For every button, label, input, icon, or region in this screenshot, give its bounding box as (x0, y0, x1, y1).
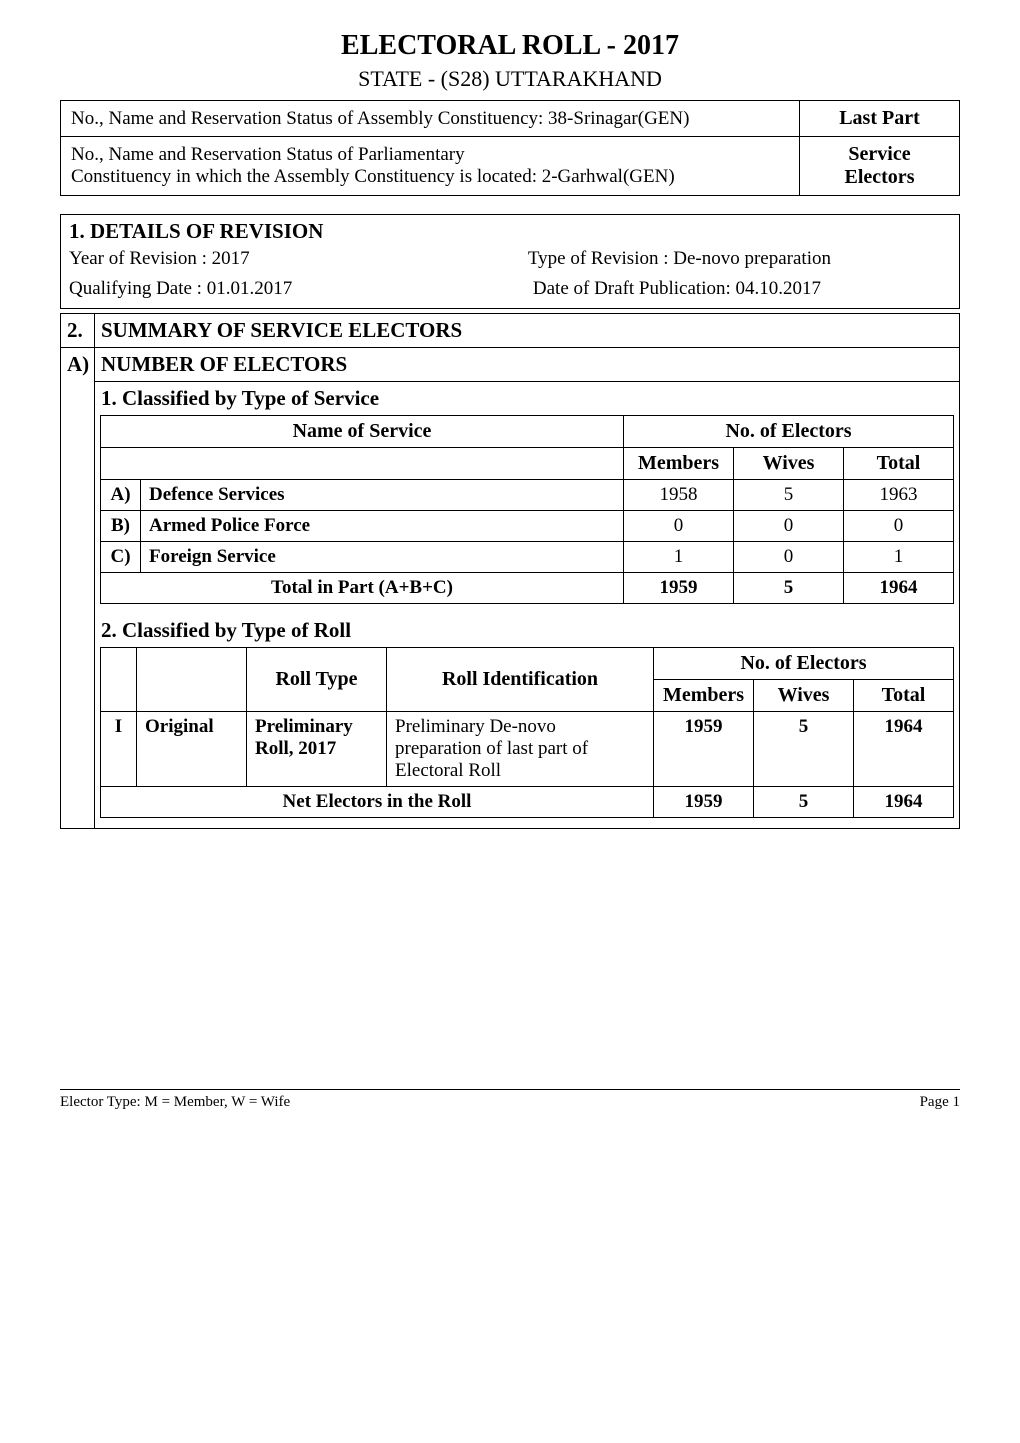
section-a-body: NUMBER OF ELECTORS 1. Classified by Type… (95, 348, 959, 828)
service-name: Defence Services (141, 480, 624, 511)
wives-value: 0 (734, 511, 844, 542)
page-footer: Elector Type: M = Member, W = Wife Page … (60, 1089, 960, 1111)
row-label: A) (101, 480, 141, 511)
wives-value: 5 (754, 712, 854, 787)
net-members: 1959 (654, 787, 754, 818)
table-row: I Original Preliminary Roll, 2017 Prelim… (101, 712, 954, 787)
no-of-electors-header-2: No. of Electors (654, 648, 954, 680)
classified-roll-heading: 2. Classified by Type of Roll (95, 614, 959, 647)
service-table: Name of Service No. of Electors Members … (100, 415, 954, 604)
table-row-total: Total in Part (A+B+C) 1959 5 1964 (101, 573, 954, 604)
header-table: No., Name and Reservation Status of Asse… (60, 100, 960, 196)
roll-id-header: Roll Identification (387, 648, 654, 712)
members-value: 0 (624, 511, 734, 542)
parliamentary-line-1: No., Name and Reservation Status of Parl… (71, 144, 789, 166)
members-value: 1958 (624, 480, 734, 511)
parliamentary-line-2: Constituency in which the Assembly Const… (71, 166, 789, 188)
wives-header: Wives (734, 448, 844, 480)
table-row-net: Net Electors in the Roll 1959 5 1964 (101, 787, 954, 818)
last-part-label: Last Part (800, 101, 960, 137)
type-of-revision: Type of Revision : De-novo preparation (528, 248, 951, 270)
members-total: 1959 (624, 573, 734, 604)
total-header-2: Total (854, 680, 954, 712)
wives-total: 5 (734, 573, 844, 604)
total-value: 1 (844, 542, 954, 573)
total-value: 1963 (844, 480, 954, 511)
wives-value: 5 (734, 480, 844, 511)
name-of-service-header: Name of Service (101, 416, 624, 448)
total-value: 0 (844, 511, 954, 542)
wives-header-2: Wives (754, 680, 854, 712)
total-header: Total (844, 448, 954, 480)
service-line-1: Service (810, 143, 949, 166)
net-total: 1964 (854, 787, 954, 818)
footer-left: Elector Type: M = Member, W = Wife (60, 1094, 290, 1111)
members-header: Members (624, 448, 734, 480)
section-2-num: 2. (61, 314, 95, 348)
row-idx: I (101, 712, 137, 787)
total-label: Total in Part (A+B+C) (101, 573, 624, 604)
net-wives: 5 (754, 787, 854, 818)
details-heading: 1. DETAILS OF REVISION (69, 219, 951, 244)
year-of-revision: Year of Revision : 2017 (69, 248, 250, 270)
wives-value: 0 (734, 542, 844, 573)
net-label: Net Electors in the Roll (101, 787, 654, 818)
row-label: B) (101, 511, 141, 542)
service-line-2: Electors (810, 166, 949, 189)
assembly-constituency: No., Name and Reservation Status of Asse… (61, 101, 800, 137)
service-name: Armed Police Force (141, 511, 624, 542)
page-subtitle: STATE - (S28) UTTARAKHAND (60, 66, 960, 92)
summary-grid: 2. SUMMARY OF SERVICE ELECTORS A) NUMBER… (60, 313, 960, 829)
roll-id-value: Preliminary De-novo preparation of last … (387, 712, 654, 787)
roll-table: Roll Type Roll Identification No. of Ele… (100, 647, 954, 818)
classified-service-heading: 1. Classified by Type of Service (95, 381, 959, 415)
table-row: A) Defence Services 1958 5 1963 (101, 480, 954, 511)
members-header-2: Members (654, 680, 754, 712)
row-label: C) (101, 542, 141, 573)
page-title: ELECTORAL ROLL - 2017 (60, 30, 960, 62)
footer-right: Page 1 (920, 1094, 960, 1111)
roll-type-value: Preliminary Roll, 2017 (247, 712, 387, 787)
members-value: 1959 (654, 712, 754, 787)
total-value: 1964 (854, 712, 954, 787)
no-of-electors-header: No. of Electors (624, 416, 954, 448)
section-a-heading: NUMBER OF ELECTORS (95, 348, 959, 381)
service-name: Foreign Service (141, 542, 624, 573)
grand-total: 1964 (844, 573, 954, 604)
members-value: 1 (624, 542, 734, 573)
parliamentary-constituency: No., Name and Reservation Status of Parl… (61, 137, 800, 196)
draft-publication-date: Date of Draft Publication: 04.10.2017 (533, 278, 951, 300)
section-a-num: A) (61, 348, 95, 828)
qualifying-date: Qualifying Date : 01.01.2017 (69, 278, 292, 300)
section-2-heading: SUMMARY OF SERVICE ELECTORS (95, 314, 959, 348)
row-original: Original (137, 712, 247, 787)
table-row: B) Armed Police Force 0 0 0 (101, 511, 954, 542)
service-electors-label: Service Electors (800, 137, 960, 196)
roll-type-header: Roll Type (247, 648, 387, 712)
table-row: C) Foreign Service 1 0 1 (101, 542, 954, 573)
details-of-revision: 1. DETAILS OF REVISION Year of Revision … (60, 214, 960, 309)
